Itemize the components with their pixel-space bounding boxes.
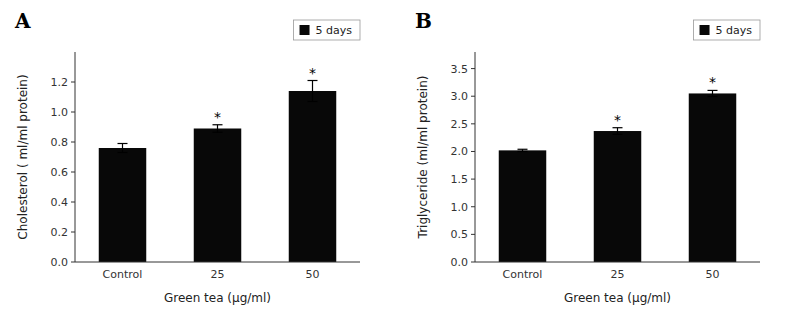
x-tick-label: Control	[503, 268, 543, 281]
x-axis-label: Green tea (μg/ml)	[164, 291, 271, 305]
legend-frame	[294, 20, 360, 40]
x-axis-label: Green tea (μg/ml)	[564, 291, 671, 305]
y-tick-label: 3.5	[451, 63, 469, 76]
plot-area	[499, 90, 737, 262]
error-line	[122, 144, 123, 153]
error-bar	[708, 90, 718, 96]
bar	[499, 150, 547, 262]
x-tick-label: 25	[211, 268, 225, 281]
error-cap	[118, 152, 128, 153]
panel: 0.0 0.5 1.0 1.5 2.0 2.5 3.0 3.5 Control 25 50 * * Gre…	[415, 9, 760, 305]
y-tick	[471, 151, 475, 152]
y-tick	[471, 68, 475, 69]
error-line	[712, 90, 713, 96]
y-tick	[71, 112, 75, 113]
bar	[594, 131, 642, 262]
y-tick	[71, 232, 75, 233]
x-tick-label: 50	[706, 268, 720, 281]
x-tick-label: 25	[611, 268, 625, 281]
error-bar	[518, 149, 528, 151]
y-tick-label: 1.0	[451, 201, 469, 214]
error-cap	[518, 149, 528, 150]
y-tick	[471, 234, 475, 235]
x-tick-label: 50	[306, 268, 320, 281]
y-tick-label: 1.2	[51, 76, 69, 89]
error-bar	[308, 81, 318, 102]
legend-frame	[694, 20, 760, 40]
y-tick-label: 0.6	[51, 166, 69, 179]
y-tick	[471, 206, 475, 207]
chart-canvas: 0.0 0.2 0.4 0.6 0.8 1.0 1.2 Control 25 50 * * Green …	[0, 0, 795, 330]
y-tick	[71, 172, 75, 173]
y-tick-label: 0.2	[51, 226, 69, 239]
bar	[289, 91, 337, 262]
legend-swatch	[300, 25, 310, 35]
error-cap	[708, 96, 718, 97]
y-tick	[71, 82, 75, 83]
annotation: *	[214, 109, 221, 125]
x-tick-label: Control	[103, 268, 143, 281]
annotation: *	[614, 112, 621, 128]
y-tick	[471, 262, 475, 263]
y-tick-label: 2.0	[451, 145, 469, 158]
y-tick-label: 3.0	[451, 90, 469, 103]
y-tick	[471, 123, 475, 124]
y-tick-label: 0.5	[451, 228, 469, 241]
annotation: *	[309, 65, 316, 81]
y-tick-label: 2.5	[451, 118, 469, 131]
legend: 5 days	[294, 20, 360, 40]
error-cap	[213, 132, 223, 133]
annotation: *	[709, 74, 716, 90]
bar	[194, 129, 242, 263]
y-axis-label: Cholesterol ( ml/ml protein)	[16, 74, 30, 239]
y-tick	[71, 142, 75, 143]
panel-title: A	[14, 9, 31, 33]
y-axis	[475, 52, 476, 262]
error-bar	[613, 128, 623, 135]
bar	[689, 93, 737, 262]
x-axis	[475, 262, 760, 263]
plot-area	[99, 81, 337, 263]
y-tick-label: 1.0	[51, 106, 69, 119]
x-axis	[75, 262, 360, 263]
error-cap	[308, 101, 318, 102]
panel-title: B	[415, 9, 432, 33]
error-cap	[118, 143, 128, 144]
y-tick-label: 0.0	[51, 256, 69, 269]
error-cap	[613, 134, 623, 135]
legend-swatch	[700, 25, 710, 35]
error-bar	[213, 125, 223, 133]
y-tick-label: 1.5	[451, 173, 469, 186]
y-tick	[471, 96, 475, 97]
y-tick-label: 0.8	[51, 136, 69, 149]
y-tick-label: 0.0	[451, 256, 469, 269]
error-line	[617, 128, 618, 135]
y-axis-label: Triglyceride (ml/ml protein)	[416, 76, 430, 240]
y-tick-label: 0.4	[51, 196, 69, 209]
legend-label: 5 days	[316, 24, 353, 37]
error-bar	[118, 144, 128, 153]
y-tick	[471, 179, 475, 180]
bar	[99, 148, 147, 262]
legend-label: 5 days	[716, 24, 753, 37]
legend: 5 days	[694, 20, 760, 40]
error-line	[217, 125, 218, 133]
error-cap	[518, 151, 528, 152]
panel: 0.0 0.2 0.4 0.6 0.8 1.0 1.2 Control 25 50 * * Green …	[14, 9, 360, 305]
error-line	[312, 81, 313, 102]
y-axis	[75, 52, 76, 262]
y-tick	[71, 202, 75, 203]
y-tick	[71, 262, 75, 263]
